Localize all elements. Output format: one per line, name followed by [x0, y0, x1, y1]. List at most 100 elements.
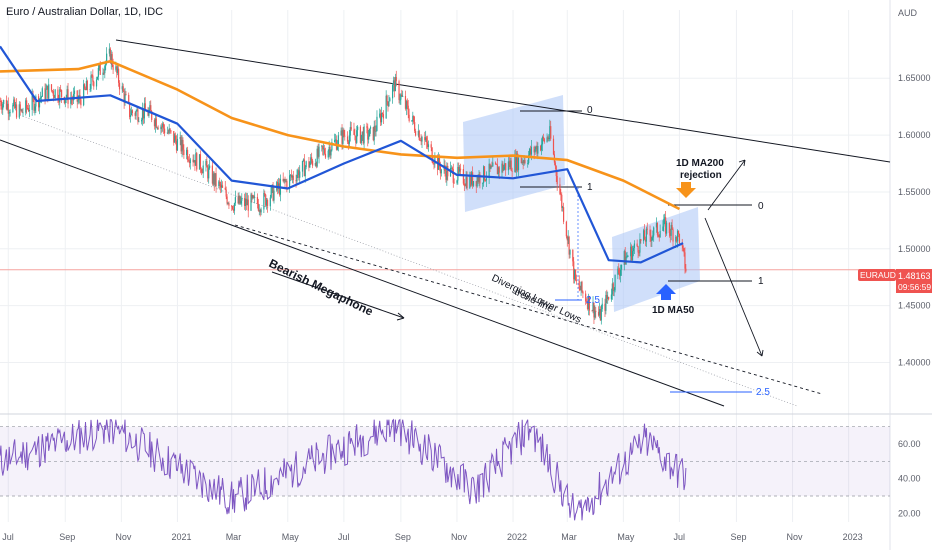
candle-body: [675, 236, 677, 242]
candle-body: [240, 200, 242, 204]
candle-body: [398, 81, 400, 100]
candle-body: [503, 166, 505, 171]
candle-body: [482, 182, 484, 184]
candle-body: [394, 77, 396, 92]
candle-body: [653, 227, 655, 236]
candle-body: [613, 290, 615, 292]
candle-body: [194, 160, 196, 166]
fib-channel-top: [463, 95, 565, 212]
candle-body: [483, 166, 486, 181]
candle-body: [266, 199, 269, 207]
time-tick-label: Jul: [338, 532, 350, 542]
candle-body: [156, 127, 158, 129]
candle-body: [413, 115, 415, 123]
candle-body: [459, 168, 461, 172]
megaphone-arrow-line: [271, 271, 405, 319]
candle-body: [433, 163, 435, 165]
candle-body: [479, 174, 481, 184]
candle-body: [284, 178, 286, 182]
candle-body: [515, 155, 517, 171]
candle-body: [536, 146, 538, 154]
candle-body: [60, 89, 62, 91]
candle-body: [247, 199, 249, 211]
candle-body: [330, 150, 332, 156]
candle-body: [421, 137, 423, 142]
candle-body: [337, 135, 339, 145]
candle-body: [567, 236, 569, 241]
axes: AUD 1.65000 1.60000 1.55000 1.50000 1.45000 1…: [2, 8, 930, 542]
candle-body: [644, 239, 647, 242]
candle-body: [360, 134, 362, 143]
candle-body: [301, 160, 304, 172]
candle-body: [405, 101, 407, 109]
dotted-support-line: [19, 114, 798, 407]
candle-body: [234, 197, 236, 204]
candle-body: [632, 248, 635, 252]
candle-body: [516, 153, 518, 171]
candle-body: [0, 101, 2, 107]
candle-body: [169, 128, 171, 131]
candle-body: [162, 123, 164, 127]
candle-body: [524, 160, 526, 164]
candle-body: [533, 146, 535, 153]
candle-body: [639, 239, 641, 253]
candle-body: [504, 163, 506, 167]
candle-body: [115, 66, 117, 70]
candle-body: [476, 177, 478, 187]
candle-body: [260, 209, 262, 213]
candle-body: [200, 169, 202, 172]
candle-body: [420, 139, 422, 142]
candle-body: [291, 175, 293, 178]
candle-body: [471, 172, 474, 186]
candle-body: [299, 171, 301, 178]
rsi-line: [0, 418, 687, 521]
candle-body: [212, 173, 214, 184]
ma200-rejection-arrow-icon: [676, 182, 696, 198]
candle-body: [426, 137, 428, 143]
candle-body: [671, 225, 673, 230]
candle-body: [452, 169, 454, 183]
candle-body: [53, 95, 55, 99]
candle-body: [568, 236, 570, 255]
candle-body: [218, 181, 220, 186]
candle-body: [131, 110, 133, 114]
candle-body: [367, 127, 369, 140]
candle-body: [348, 135, 350, 144]
candle-body: [604, 303, 606, 311]
candle-body: [265, 194, 267, 206]
candle-body: [380, 112, 383, 123]
candle-body: [588, 296, 590, 311]
candle-body: [259, 209, 261, 213]
candle-body: [677, 230, 679, 242]
candle-body: [54, 89, 56, 99]
candle-body: [26, 100, 28, 109]
candle-body: [427, 144, 430, 148]
time-tick-label: Nov: [451, 532, 468, 542]
candle-body: [142, 109, 145, 119]
badge-symbol-bg: [858, 269, 896, 281]
candle-body: [359, 126, 362, 143]
candle-body: [48, 84, 50, 99]
candle-body: [489, 163, 491, 169]
candle-body: [453, 182, 455, 184]
candle-body: [85, 80, 88, 91]
candle-body: [587, 296, 590, 309]
candle-body: [9, 112, 11, 113]
candle-body: [64, 99, 66, 104]
candle-body: [241, 198, 243, 201]
candle-body: [402, 95, 404, 97]
candle-body: [135, 111, 137, 116]
candle-body: [595, 310, 597, 312]
candle-body: [201, 171, 203, 174]
candle-body: [324, 153, 327, 158]
candle-body: [297, 170, 299, 175]
candle-body: [316, 148, 318, 167]
candle-body: [575, 280, 578, 282]
candle-body: [231, 205, 233, 207]
candle-body: [574, 269, 577, 281]
candle-body: [492, 162, 494, 167]
candle-body: [46, 85, 48, 90]
candle-body: [495, 163, 498, 165]
candle-body: [208, 168, 210, 179]
